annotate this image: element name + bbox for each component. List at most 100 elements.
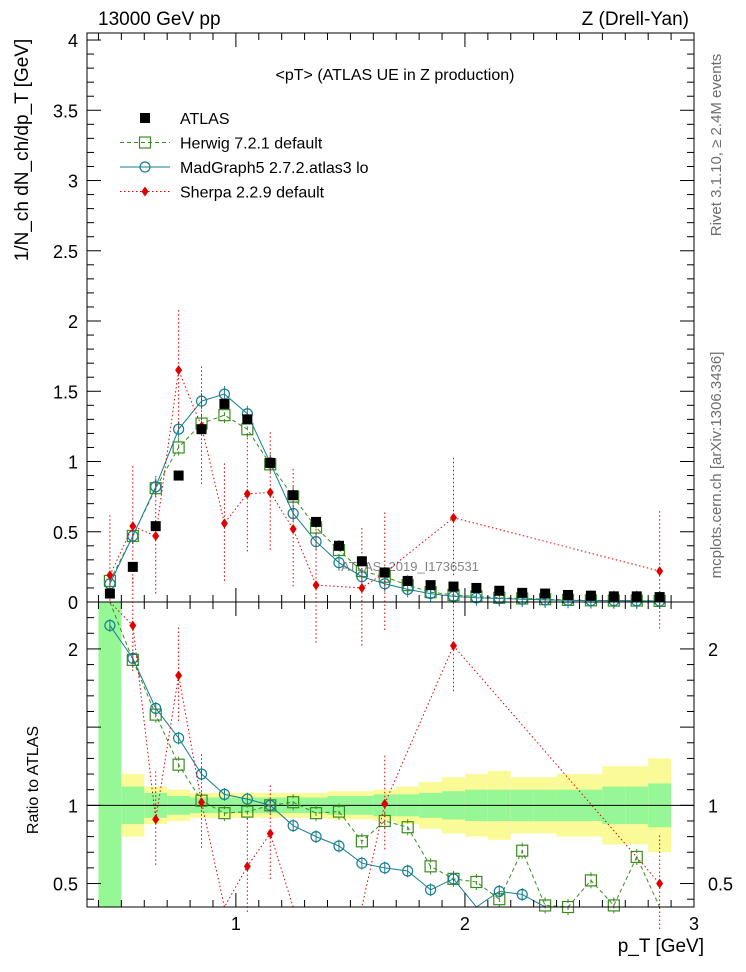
herwig-ratio-point (378, 814, 391, 828)
sherpa-main-line (109, 368, 660, 589)
data-main-point (494, 585, 505, 596)
madgraph-ratio-point (333, 840, 345, 852)
madgraph-ratio-point (402, 865, 414, 877)
ratio-y-tick-label-right: 2 (708, 640, 718, 660)
data-main-point (471, 582, 482, 593)
legend-herwig-label: Herwig 7.2.1 default (180, 136, 323, 153)
main-series-layer (103, 310, 666, 648)
ratio-uncertainty-bands (87, 602, 694, 907)
herwig-ratio-point (172, 758, 185, 771)
herwig-ratio-point (241, 805, 254, 818)
sherpa-main-point (220, 518, 228, 529)
legend-data-marker (140, 113, 150, 123)
x-tick-label: 1 (231, 914, 241, 934)
data-main-point (517, 587, 528, 598)
rivet-label: Rivet 3.1.10, ≥ 2.4M events (708, 54, 725, 237)
data-main-point (242, 414, 253, 425)
legend-herwig-marker (138, 136, 152, 149)
ratio-plot-panel: Ratio to ATLAS 0.5 0.5 1 1 2 2 (25, 577, 733, 932)
ratio-y-tick-label: 0.5 (53, 875, 78, 895)
x-axis: 1 2 3 (97, 33, 699, 934)
madgraph-ratio-point (127, 652, 139, 664)
madgraph-main-point (356, 571, 368, 583)
madgraph-ratio-point (104, 619, 116, 632)
herwig-main-point (172, 441, 185, 454)
legend-madgraph-marker (139, 161, 151, 173)
data-main-point (196, 424, 207, 435)
sherpa-ratio-point (198, 797, 206, 808)
data-main-point (631, 591, 642, 602)
madgraph-ratio-point (150, 702, 162, 714)
analysis-watermark: ATLAS_2019_I1736531 (341, 559, 479, 574)
sherpa-main-point (243, 488, 251, 499)
sherpa-ratio-point (129, 620, 137, 631)
legend: ATLAS Herwig 7.2.1 default MadGraph5 2.7.2… (120, 111, 369, 202)
ratio-y-tick-label-right: 1 (708, 796, 718, 816)
madgraph-ratio-point (379, 862, 391, 874)
data-main-point (311, 516, 322, 527)
ratio-y-axis: 0.5 0.5 1 1 2 2 (53, 601, 733, 900)
sherpa-main-point (129, 521, 137, 532)
madgraph-ratio-point (447, 873, 460, 885)
sherpa-ratio-line (109, 601, 661, 909)
herwig-ratio-point (539, 899, 552, 912)
data-main-point (585, 590, 596, 601)
herwig-ratio-point (630, 850, 643, 864)
process-label: Z (Drell-Yan) (582, 9, 689, 30)
main-y-axis-label: 1/N_ch dN_ch/dp_T [GeV] (12, 39, 33, 262)
madgraph-main-point (287, 507, 299, 520)
sherpa-ratio-point (656, 878, 664, 889)
data-main-point (265, 457, 276, 468)
ratio-y-tick-label: 2 (68, 640, 78, 660)
mcplots-label: mcplots.cern.ch [arXiv:1306.3436] (708, 352, 725, 579)
herwig-ratio-point (287, 796, 300, 809)
sherpa-main-point (449, 512, 457, 523)
data-main-point (104, 588, 115, 599)
sherpa-ratio-point (175, 670, 183, 681)
x-tick-label: 2 (460, 914, 470, 934)
herwig-ratio-point (332, 805, 346, 818)
data-main-point (608, 591, 619, 602)
sherpa-ratio-point (152, 814, 160, 825)
herwig-ratio-point (607, 899, 620, 912)
data-main-point (150, 521, 161, 532)
data-main-point (356, 556, 367, 567)
legend-sherpa-marker (141, 186, 149, 197)
x-axis-label: p_T [GeV] (618, 936, 704, 957)
herwig-main-point (218, 409, 231, 422)
sherpa-main-point (106, 570, 114, 581)
main-y-axis: 0 0.5 1 1.5 2 2.5 3 3.5 4 (53, 31, 694, 613)
madgraph-ratio-point (356, 857, 368, 869)
main-y-tick-label: 2.5 (53, 242, 78, 262)
data-main-point (425, 580, 436, 591)
main-y-tick-label: 1 (68, 453, 78, 473)
herwig-ratio-point (218, 807, 231, 820)
herwig-ratio-point (355, 835, 368, 848)
sherpa-main-point (289, 523, 297, 534)
chart-title: <pT> (ATLAS UE in Z production) (276, 67, 515, 84)
main-plot-panel: <pT> (ATLAS UE in Z production) ATLAS_20… (12, 31, 695, 648)
main-y-tick-label: 3 (68, 172, 78, 192)
sherpa-ratio-point (449, 640, 457, 651)
madgraph-main-point (150, 481, 162, 493)
legend-sherpa-label: Sherpa 2.2.9 default (180, 185, 325, 202)
herwig-ratio-point (470, 875, 483, 889)
data-main-point (127, 561, 138, 572)
data-main-point (288, 490, 299, 501)
herwig-ratio-point (401, 821, 414, 834)
x-tick-label: 3 (689, 914, 699, 934)
herwig-ratio-point (309, 807, 323, 820)
herwig-ratio-point (424, 860, 437, 873)
main-y-tick-label: 2 (68, 312, 78, 332)
ratio-y-axis-label: Ratio to ATLAS (25, 726, 42, 834)
madgraph-main-point (173, 423, 185, 435)
herwig-main-point (241, 423, 254, 436)
herwig-ratio-line (109, 601, 661, 908)
ratio-plot-frame (86, 601, 695, 908)
madgraph-ratio-point (241, 793, 253, 805)
madgraph-ratio-point (173, 732, 185, 744)
herwig-ratio-point (584, 874, 598, 887)
legend-madgraph-label: MadGraph5 2.7.2.atlas3 lo (180, 160, 369, 177)
madgraph-main-point (195, 395, 208, 407)
main-y-tick-label: 3.5 (53, 101, 78, 121)
